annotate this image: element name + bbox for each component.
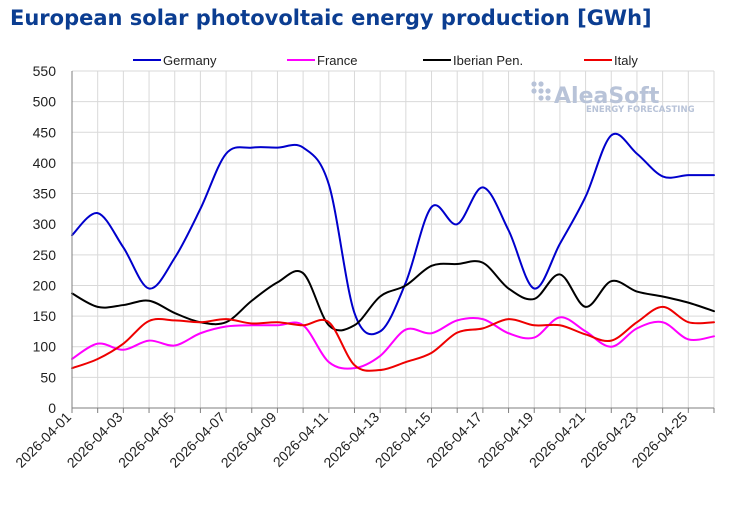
y-tick-label: 250 bbox=[33, 247, 57, 263]
series-line-italy bbox=[71, 305, 715, 372]
y-tick-label: 450 bbox=[33, 124, 57, 140]
y-tick-label: 350 bbox=[33, 186, 57, 202]
y-tick-label: 300 bbox=[33, 216, 57, 232]
series-line-iberian-pen bbox=[71, 260, 715, 332]
y-tick-label: 550 bbox=[33, 63, 57, 79]
series-line-germany bbox=[71, 132, 715, 336]
y-tick-label: 400 bbox=[33, 155, 57, 171]
y-axis-ticks: 0 50 100 150 200 250 300 350 400 450 500 550 bbox=[33, 63, 57, 416]
series-line-france bbox=[71, 316, 715, 370]
watermark-logo-icon bbox=[531, 81, 551, 101]
x-tick-label: 2026-04-25 bbox=[628, 409, 690, 471]
grid-lines bbox=[71, 70, 715, 409]
legend-label-germany: Germany bbox=[163, 53, 217, 68]
series-layer bbox=[71, 132, 715, 372]
legend: Germany France Iberian Pen. Italy bbox=[133, 53, 638, 68]
watermark-brand: AleaSoft bbox=[554, 84, 660, 109]
x-tick-label: 2026-04-09 bbox=[218, 409, 280, 471]
y-tick-label: 50 bbox=[40, 369, 56, 385]
chart-title: European solar photovoltaic energy produ… bbox=[10, 6, 652, 30]
axes bbox=[71, 71, 715, 413]
legend-label-iberian-pen: Iberian Pen. bbox=[453, 53, 523, 68]
y-tick-label: 100 bbox=[33, 339, 57, 355]
y-tick-label: 500 bbox=[33, 94, 57, 110]
y-tick-label: 200 bbox=[33, 277, 57, 293]
x-axis-ticks: 2026-04-012026-04-032026-04-052026-04-07… bbox=[12, 409, 690, 471]
aleasoft-watermark: AleaSoft ENERGY FORECASTING bbox=[531, 81, 695, 115]
legend-label-france: France bbox=[317, 53, 357, 68]
legend-label-italy: Italy bbox=[614, 53, 638, 68]
y-tick-label: 0 bbox=[48, 400, 56, 416]
y-tick-label: 150 bbox=[33, 308, 57, 324]
watermark-tagline: ENERGY FORECASTING bbox=[586, 105, 695, 115]
